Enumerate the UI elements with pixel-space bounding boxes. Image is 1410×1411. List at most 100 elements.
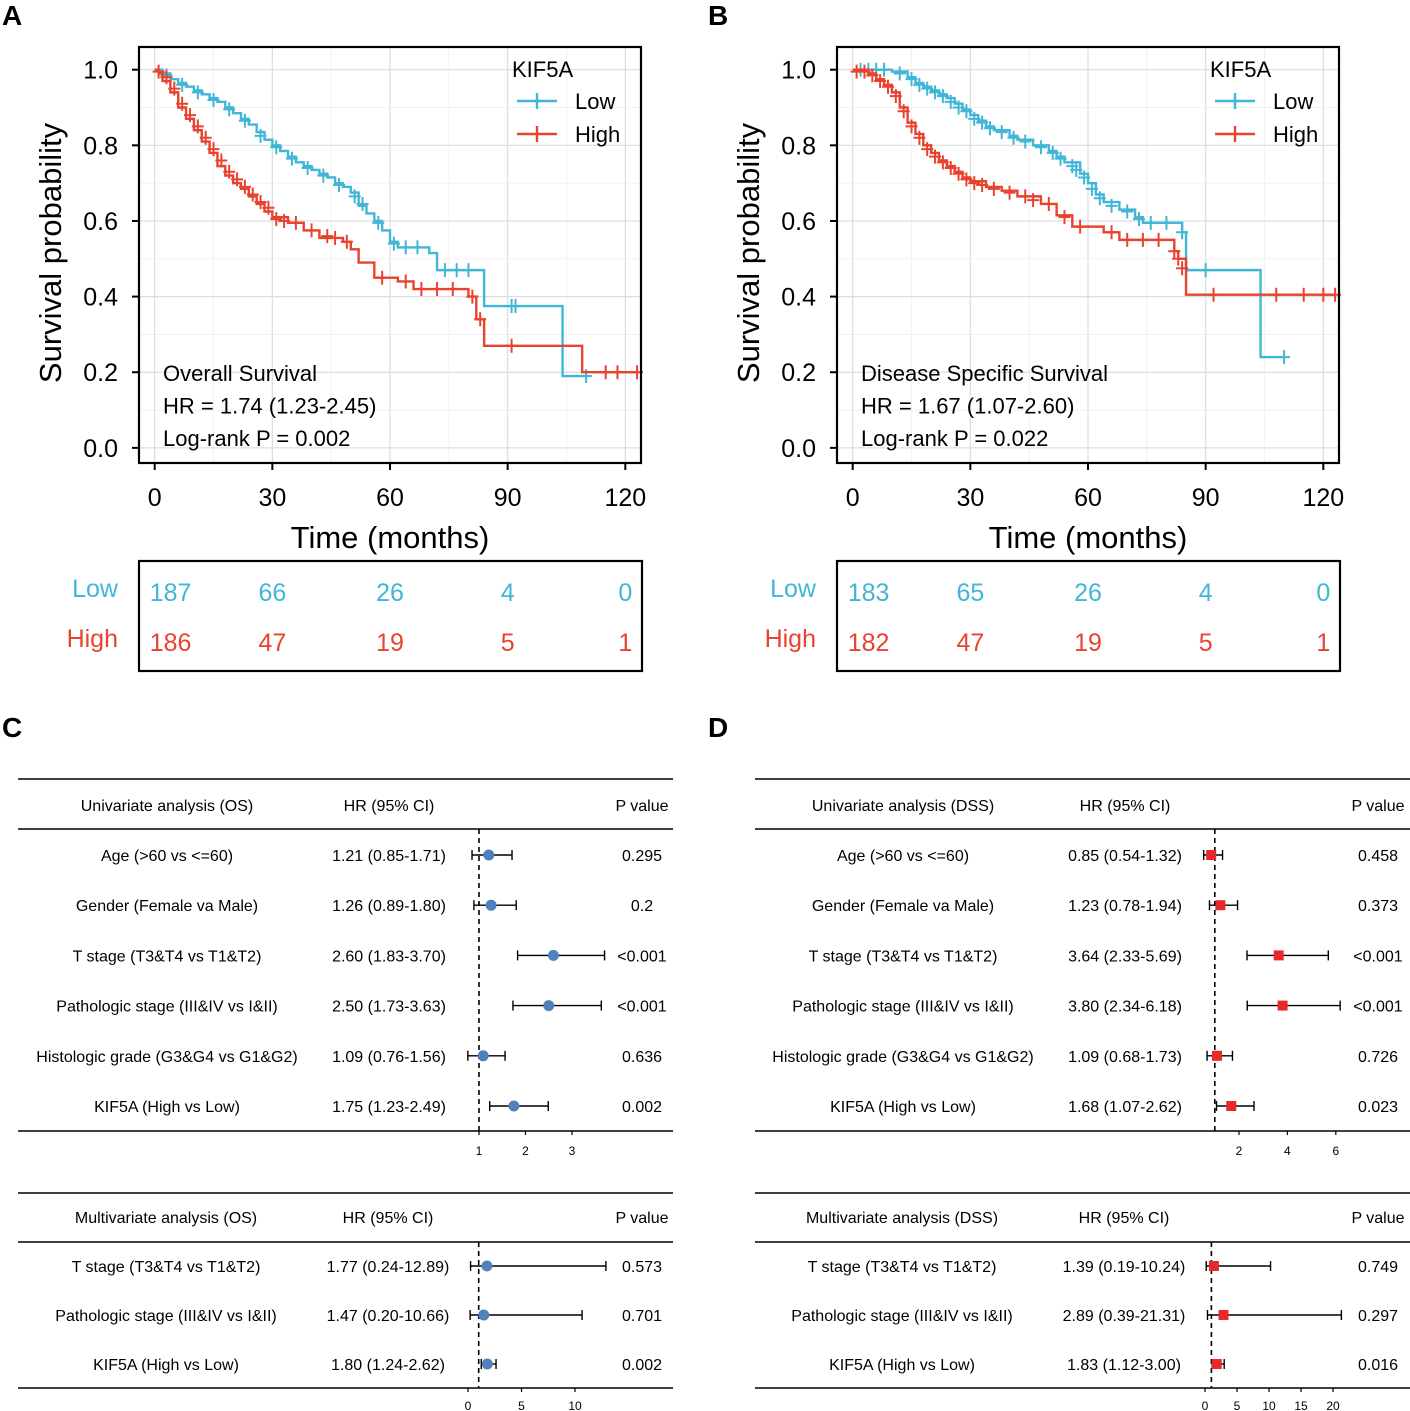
row-hr-text: 1.09 (0.76-1.56) — [332, 1049, 446, 1066]
legend-title: KIF5A — [512, 57, 573, 82]
row-hr-text: 2.60 (1.83-3.70) — [332, 948, 446, 965]
censor-mark-low — [223, 102, 236, 117]
row-label: Pathologic stage (III&IV vs I&II) — [56, 999, 277, 1016]
y-tick-label: 0.4 — [781, 284, 816, 312]
row-hr-text: 1.47 (0.20-10.66) — [327, 1308, 450, 1325]
risk-table-value: 66 — [258, 579, 286, 607]
row-label: Pathologic stage (III&IV vs I&II) — [792, 999, 1013, 1016]
censor-mark-high — [968, 176, 981, 191]
x-tick-label: 0 — [846, 484, 860, 512]
censor-mark-high — [270, 212, 283, 227]
y-tick-label: 0.2 — [83, 359, 118, 387]
row-p-value: 0.016 — [1358, 1357, 1398, 1374]
legend-key-low — [517, 93, 557, 109]
censor-mark-low — [983, 121, 996, 136]
censor-mark-low — [238, 113, 251, 128]
censor-mark-high — [599, 365, 612, 380]
censor-mark-high — [881, 79, 894, 94]
forest_os_multi-group: Multivariate analysis (OS) HR (95% CI) P v… — [18, 1192, 673, 1411]
censor-mark-high — [474, 312, 487, 327]
row-hr-text: 3.80 (2.34-6.18) — [1068, 999, 1182, 1016]
y-tick-label: 0.8 — [83, 132, 118, 160]
x-tick-label: 4 — [1284, 1144, 1291, 1158]
risk-table-value: 47 — [956, 629, 984, 657]
x-tick-label: 5 — [518, 1399, 525, 1411]
censor-mark-high — [1317, 287, 1330, 302]
censor-mark-high — [913, 130, 926, 145]
censor-mark-low — [960, 104, 973, 119]
censor-mark-low — [1176, 225, 1189, 240]
forest_dss_uni-group: Univariate analysis (DSS) HR (95% CI) P va… — [755, 778, 1410, 1158]
x-tick-label: 3 — [569, 1144, 576, 1158]
censor-mark-low — [995, 125, 1008, 140]
hr-point — [483, 849, 495, 861]
censor-mark-low — [976, 115, 989, 130]
hr-point — [478, 1309, 490, 1321]
x-axis-label: Time (months) — [291, 520, 490, 555]
risk-table-value: 26 — [1074, 579, 1102, 607]
censor-mark-high — [1042, 196, 1055, 211]
row-hr-text: 1.21 (0.85-1.71) — [332, 848, 446, 865]
censor-mark-high — [1058, 210, 1071, 225]
censor-mark-low — [1105, 198, 1118, 213]
risk-table-row-label: Low — [770, 575, 817, 603]
censor-mark-low — [254, 128, 267, 143]
row-label: Gender (Female va Male) — [76, 898, 258, 915]
censor-mark-low — [270, 140, 283, 155]
censor-mark-high — [262, 200, 275, 215]
header-p-value: P value — [1351, 1210, 1404, 1227]
legend-label-low: Low — [575, 89, 615, 114]
row-label: KIF5A (High vs Low) — [94, 1099, 240, 1116]
row-hr-text: 1.68 (1.07-2.62) — [1068, 1099, 1182, 1116]
censor-mark-low — [929, 85, 942, 100]
censor-mark-high — [415, 282, 428, 297]
censor-mark-high — [1172, 251, 1185, 266]
censor-mark-low — [921, 81, 934, 96]
annotation-line: HR = 1.67 (1.07-2.60) — [861, 394, 1074, 419]
legend-key-high — [517, 126, 557, 142]
row-p-value: 0.726 — [1358, 1049, 1398, 1066]
censor-mark-high — [289, 215, 302, 230]
censor-mark-high — [446, 282, 459, 297]
risk-table-value: 182 — [848, 629, 890, 657]
censor-mark-low — [968, 111, 981, 126]
x-tick-label: 0 — [1202, 1399, 1209, 1411]
x-tick-label: 90 — [1192, 484, 1220, 512]
censor-mark-high — [152, 64, 165, 79]
censor-mark-low — [1160, 215, 1173, 230]
legend-key-high — [1215, 126, 1255, 142]
censor-mark-high — [246, 187, 259, 202]
censor-mark-high — [921, 142, 934, 157]
censor-mark-low — [1121, 204, 1134, 219]
y-tick-label: 0.6 — [83, 208, 118, 236]
row-hr-text: 1.26 (0.89-1.80) — [332, 898, 446, 915]
panel-label-d: D — [708, 712, 729, 743]
censor-mark-high — [936, 155, 949, 170]
row-p-value: 0.749 — [1358, 1259, 1398, 1276]
x-tick-label: 120 — [1302, 484, 1344, 512]
y-tick-label: 0.8 — [781, 132, 816, 160]
row-p-value: 0.636 — [622, 1049, 662, 1066]
censor-mark-low — [1007, 130, 1020, 145]
risk-table-value: 0 — [618, 579, 632, 607]
header-hr: HR (95% CI) — [1080, 798, 1171, 815]
censor-mark-low — [1085, 181, 1098, 196]
row-label: KIF5A (High vs Low) — [93, 1357, 239, 1374]
censor-mark-high — [207, 142, 220, 157]
x-tick-label: 30 — [956, 484, 984, 512]
legend-label-high: High — [575, 122, 620, 147]
x-tick-label: 90 — [494, 484, 522, 512]
risk-table-row-label: Low — [72, 575, 119, 603]
censor-mark-high — [176, 96, 189, 111]
hr-point — [1273, 950, 1284, 961]
y-tick-label: 0.0 — [781, 435, 816, 463]
risk-table-value: 47 — [258, 629, 286, 657]
header-hr: HR (95% CI) — [343, 1210, 434, 1227]
y-axis-label: Survival probability — [33, 122, 68, 383]
header-p-value: P value — [615, 798, 668, 815]
censor-mark-high — [1207, 287, 1220, 302]
censor-mark-high — [305, 223, 318, 238]
x-tick-label: 60 — [376, 484, 404, 512]
censor-mark-high — [238, 179, 251, 194]
